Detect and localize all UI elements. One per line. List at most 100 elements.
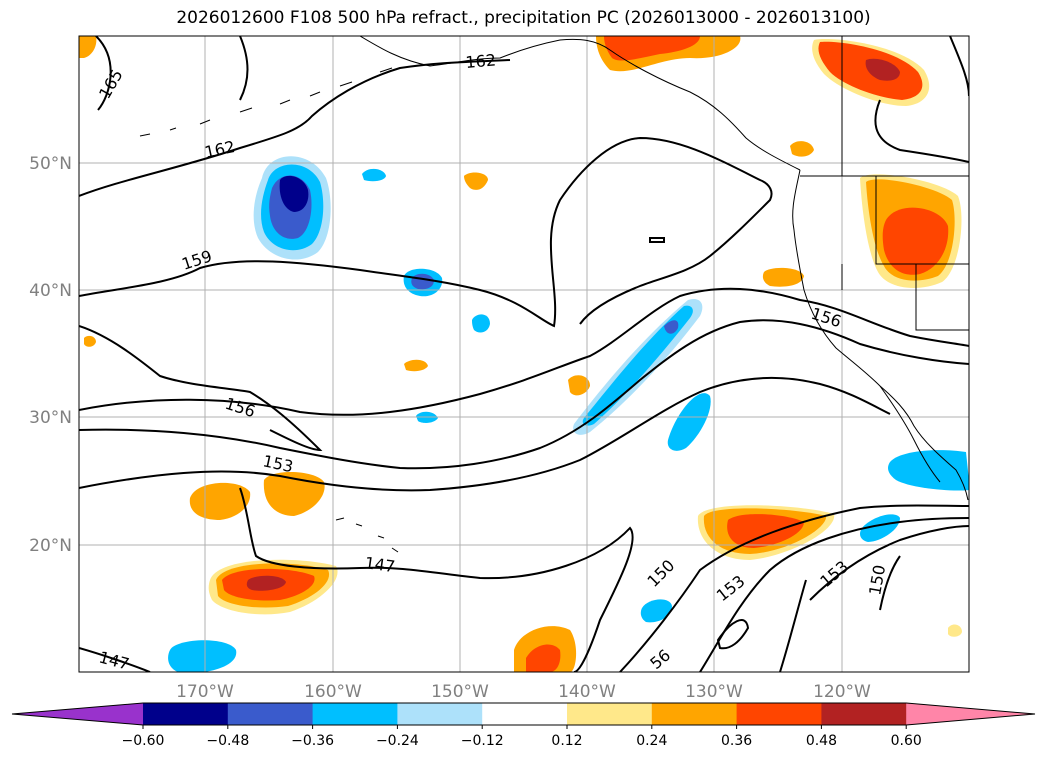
colorbar-tick-label: −0.12 <box>461 733 504 749</box>
border-states <box>841 36 969 331</box>
precip-pos-blob <box>84 335 96 347</box>
colorbar-tick-label: −0.24 <box>376 733 419 749</box>
contour-label: 147 <box>97 648 131 674</box>
contour-147 <box>239 487 634 672</box>
precip-pos-blob <box>464 172 488 190</box>
precip-neg-blob <box>640 599 672 623</box>
contour-label: 162 <box>465 50 497 72</box>
contours <box>79 36 969 672</box>
contour-label: 147 <box>363 553 396 576</box>
colorbar-tick-label: −0.36 <box>291 733 334 749</box>
precip-pos-blob <box>865 58 900 81</box>
colorbar-segment <box>143 703 229 725</box>
lon-labels: 170°W 160°W 150°W 140°W 130°W 120°W <box>176 682 871 702</box>
contour-156 <box>79 287 969 416</box>
contour-label: 150 <box>865 563 889 596</box>
precip-pos-blob <box>882 207 949 275</box>
lat-label: 50°N <box>29 154 72 174</box>
colorbar: −0.60 −0.48 −0.36 −0.24 −0.12 0.12 0.24 0.36 0.4… <box>11 702 1036 749</box>
precip-shading <box>79 36 969 672</box>
plot-frame <box>78 35 970 673</box>
lon-label: 170°W <box>176 682 234 702</box>
contour-153 <box>699 517 969 672</box>
colorbar-segment <box>397 703 483 725</box>
contour-label: 153 <box>713 571 749 605</box>
precip-neg-band <box>582 305 693 426</box>
contour-loop <box>874 99 969 163</box>
contour-label: 153 <box>816 557 852 591</box>
contour-150 <box>619 504 969 672</box>
precip-pos-blob <box>762 267 804 287</box>
colorbar-segment <box>312 703 398 725</box>
precip-pos-blob <box>79 36 97 58</box>
contour-label: 165 <box>95 66 127 102</box>
contour-165 <box>95 36 112 111</box>
contour-label: 56 <box>646 645 674 673</box>
hawaii-islands <box>335 517 399 553</box>
precip-neg-blob <box>472 314 490 333</box>
contour-159 <box>79 136 773 328</box>
contour-150 <box>79 376 891 492</box>
lon-label: 160°W <box>304 682 362 702</box>
coastlines <box>139 36 969 553</box>
colorbar-tick-label: 0.48 <box>806 733 837 749</box>
contour-label: 162 <box>203 137 237 162</box>
precip-neg-blob <box>888 450 969 491</box>
contour-label: 159 <box>179 246 214 274</box>
precip-pos-blob <box>948 624 962 637</box>
lat-label: 30°N <box>29 408 72 428</box>
colorbar-tick-label: 0.12 <box>551 733 582 749</box>
precip-neg-blob <box>279 175 309 212</box>
colorbar-tick-label: 0.36 <box>721 733 752 749</box>
precip-neg-blob <box>168 640 237 672</box>
colorbar-tick-label: −0.60 <box>122 733 165 749</box>
contour-150 <box>879 555 901 611</box>
map-title: 2026012600 F108 500 hPa refract., precip… <box>176 8 871 28</box>
lon-label: 150°W <box>431 682 489 702</box>
colorbar-segment <box>736 703 822 725</box>
gridlines <box>79 36 969 672</box>
precip-neg-blob <box>860 514 900 542</box>
precip-pos-blob <box>604 36 700 61</box>
contour-147 <box>79 647 151 672</box>
contour-closed <box>649 237 665 243</box>
contour-label: 150 <box>643 556 678 591</box>
lon-label: 140°W <box>558 682 616 702</box>
contour-162 <box>79 59 511 197</box>
contour-label: 153 <box>261 451 295 476</box>
colorbar-extend-high <box>906 703 1035 725</box>
precip-pos-blob <box>246 575 286 591</box>
precip-pos-blob <box>568 375 590 396</box>
lat-label: 20°N <box>29 536 72 556</box>
precip-pos-blob <box>727 514 804 548</box>
coastline-baja <box>879 385 941 483</box>
precip-neg-blob <box>667 393 711 451</box>
contour-153 <box>79 319 969 470</box>
plot-area: 165 162 162 159 156 156 153 147 147 150 … <box>79 36 969 674</box>
aleutian-islands <box>139 67 393 137</box>
colorbar-segment <box>227 703 314 725</box>
coastline-alaska <box>359 36 801 171</box>
precip-pos-blob <box>790 141 814 157</box>
precip-neg-blob <box>362 168 386 182</box>
colorbar-tick-label: −0.48 <box>206 733 249 749</box>
colorbar-segment <box>482 703 568 725</box>
colorbar-segment <box>651 703 738 725</box>
contour-153 <box>809 525 969 601</box>
lon-label: 130°W <box>685 682 743 702</box>
contour-closed <box>716 619 750 650</box>
colorbar-segment <box>821 703 907 725</box>
coastline-westcoast <box>792 169 969 501</box>
lon-label: 120°W <box>813 682 871 702</box>
contour-150 <box>779 579 807 672</box>
lat-labels: 50°N 40°N 30°N 20°N <box>29 154 72 556</box>
precip-pos-blob <box>404 359 428 372</box>
colorbar-tick-label: 0.24 <box>636 733 667 749</box>
contour-loop <box>79 325 323 452</box>
contour-165 <box>239 36 249 101</box>
lat-label: 40°N <box>29 281 72 301</box>
colorbar-segment <box>567 703 653 725</box>
precip-neg-band <box>664 320 679 334</box>
colorbar-tick-label: 0.60 <box>891 733 922 749</box>
